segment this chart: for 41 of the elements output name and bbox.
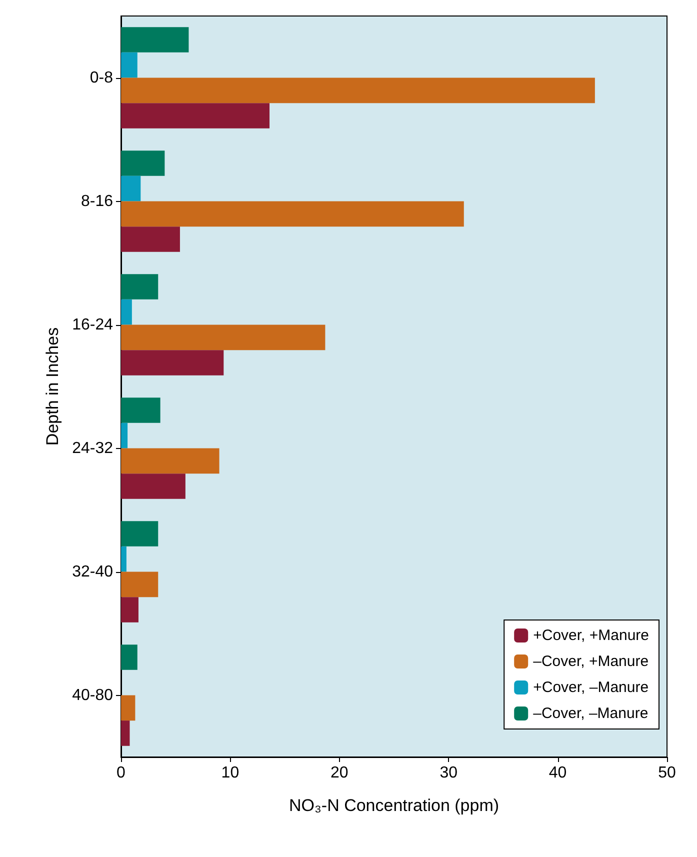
x-tick-label: 0 [116, 764, 126, 782]
bar [121, 546, 126, 572]
bar [121, 398, 160, 423]
bar [121, 226, 180, 252]
bar [121, 597, 138, 622]
y-tick-label: 8-16 [80, 192, 114, 210]
bar [121, 521, 158, 546]
bar [121, 150, 165, 176]
y-tick-label: 40-80 [72, 686, 114, 704]
bar [121, 422, 128, 448]
bar [121, 474, 186, 499]
y-tick-label: 16-24 [72, 316, 114, 334]
x-tick-label: 30 [440, 764, 458, 782]
y-tick-label: 32-40 [72, 563, 114, 580]
bar [121, 299, 132, 325]
bar [121, 572, 158, 598]
bar [121, 695, 136, 721]
bar [121, 103, 270, 128]
x-tick-label: 20 [330, 764, 348, 782]
x-tick-label: 40 [548, 764, 567, 782]
bar [121, 274, 158, 300]
bar [121, 201, 464, 227]
bar [121, 324, 326, 350]
legend-label: +Cover, –Manure [533, 679, 649, 696]
bar [121, 644, 138, 670]
y-axis-title: Depth in Inches [43, 327, 62, 446]
legend-label: –Cover, –Manure [533, 705, 648, 722]
legend-label: +Cover, +Manure [533, 627, 650, 644]
y-tick-label: 24-32 [72, 440, 114, 457]
bar [121, 176, 141, 202]
bar [121, 52, 138, 78]
bar [121, 350, 224, 376]
x-tick-label: 50 [658, 764, 676, 782]
bar [121, 720, 130, 746]
x-tick-label: 10 [221, 764, 240, 782]
x-axis-title: NO₃-N Concentration (ppm) [288, 796, 500, 815]
bar [121, 78, 595, 104]
y-tick-label: 0-8 [90, 69, 114, 86]
bar [121, 448, 220, 474]
bar [121, 27, 189, 52]
legend-label: –Cover, +Manure [533, 653, 649, 670]
